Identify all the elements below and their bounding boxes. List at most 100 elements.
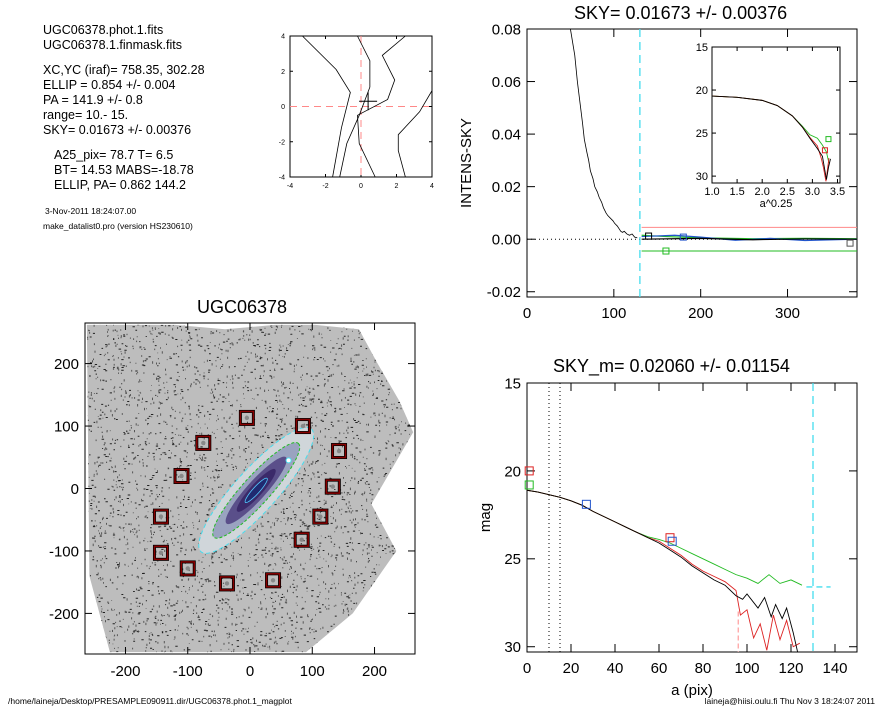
centering-xtick-label: 0 (359, 183, 363, 190)
mask-box-inner (180, 561, 195, 576)
mag-marker-box (667, 536, 677, 546)
mask-star (244, 415, 250, 421)
image-ytick-label: 0 (71, 481, 79, 498)
mag-xtick-label: 60 (651, 660, 668, 677)
mag-frame (526, 382, 858, 653)
centering-contour (397, 90, 433, 178)
centering-ytick-label: -2 (279, 139, 285, 146)
sky-ytick-label: 0.08 (492, 21, 521, 38)
sky-xtick-label: 200 (688, 305, 713, 322)
sky-inset-ytick-label: 15 (696, 42, 708, 54)
sky-inset-xtick-label: 2.5 (780, 186, 795, 198)
mask-star (201, 440, 206, 446)
mag-xtick-label: 20 (563, 660, 580, 677)
sky-outer-line (641, 234, 858, 242)
info-ellip-pa: ELLIP, PA= 0.862 144.2 (54, 178, 186, 192)
info-pa: PA = 141.9 +/- 0.8 (43, 93, 143, 107)
mag-xtick-label: 40 (607, 660, 624, 677)
centering-xtick-label: -4 (287, 183, 293, 190)
info-ellip: ELLIP = 0.854 +/- 0.004 (43, 78, 176, 92)
mag-profile-line (526, 489, 801, 651)
info-sky: SKY= 0.01673 +/- 0.00376 (43, 123, 192, 137)
mask-star (336, 448, 342, 454)
info-bt: BT= 14.53 MABS=-18.78 (54, 163, 194, 177)
mag-marker-box (524, 480, 534, 490)
mag-ylabel: mag (477, 503, 494, 532)
sky-ylabel: INTENS-SKY (458, 118, 475, 208)
mask-box-inner (331, 443, 347, 459)
sky-inset-xlabel: a^0.25 (760, 198, 793, 210)
sky-ytick-label: 0.06 (492, 74, 521, 91)
image-xtick-label: -100 (173, 663, 203, 680)
sky-marker-box (662, 247, 670, 255)
sky-outer-line (641, 237, 858, 241)
sky-xtick-label: 0 (523, 305, 531, 322)
image-xtick-label: 100 (300, 663, 325, 680)
info-range: range= 10.- 15. (43, 108, 129, 122)
sky-profile-line (570, 28, 638, 239)
mag-xtick-label: 80 (695, 660, 712, 677)
mag-xtick-label: 120 (778, 660, 803, 677)
mask-star (224, 581, 230, 586)
mask-star (270, 578, 276, 583)
sky-inset-xtick-label: 3.5 (830, 186, 845, 198)
mask-box-inner (196, 435, 211, 451)
mag-marker-box (581, 499, 591, 509)
centering-ytick-label: 4 (281, 34, 285, 41)
mask-star (185, 566, 190, 571)
mag-ytick-label: 20 (504, 463, 521, 480)
mag-profile-line (526, 489, 799, 653)
file-name-mask: UGC06378.1.finmask.fits (43, 38, 182, 52)
mag-ytick-label: 30 (504, 639, 521, 656)
sky-inset-xtick-label: 1.5 (729, 186, 744, 198)
info-center: XC,YC (iraf)= 758.35, 302.28 (43, 63, 205, 77)
sky-inset-xtick-label: 2.0 (755, 186, 770, 198)
sky-inset-ytick-label: 20 (696, 85, 708, 97)
mask-box-inner (295, 418, 311, 434)
sky-inset-xtick-label: 1.0 (704, 186, 719, 198)
centering-ytick-label: 0 (281, 104, 285, 111)
sky-inset-ytick-label: 25 (696, 128, 708, 140)
mask-star (318, 514, 323, 519)
sky-ytick-label: 0.02 (492, 179, 521, 196)
info-date: 3-Nov-2011 18:24:07.00 (45, 206, 137, 216)
mag-ytick-label: 25 (504, 551, 521, 568)
footer-user-date: laineja@hiisi.oulu.fi Thu Nov 3 18:24:07… (704, 696, 875, 706)
image-ytick-label: 200 (54, 356, 79, 373)
sky-ytick-label: -0.02 (487, 284, 521, 301)
file-name-phot: UGC06378.phot.1.fits (43, 23, 164, 37)
sky-xtick-label: 100 (601, 305, 626, 322)
image-xtick-label: -200 (110, 663, 140, 680)
mask-box-inner (174, 468, 189, 484)
mag-ytick-label: 15 (504, 375, 521, 392)
galaxy-isophotes (198, 426, 315, 554)
mag-xtick-label: 140 (822, 660, 847, 677)
mask-star (158, 550, 164, 556)
mag-xlabel: a (pix) (671, 682, 713, 699)
mag-plot-title: SKY_m= 0.02060 +/- 0.01154 (553, 356, 790, 376)
sky-xtick-label: 300 (775, 305, 800, 322)
mag-marker-box (524, 466, 534, 476)
image-plot-title: UGC06378 (197, 297, 288, 317)
sky-inset-xtick-label: 3.0 (805, 186, 820, 198)
mask-star (300, 423, 306, 429)
sky-inset-ytick-label: 30 (696, 171, 708, 183)
sky-frame (526, 28, 858, 298)
mask-box-inner (294, 532, 309, 547)
sky-marker-box (645, 232, 653, 240)
sky-inset-bg (712, 47, 840, 183)
mask-box-inner (265, 573, 281, 588)
mask-box-inner (153, 509, 169, 524)
mask-box-inner (153, 545, 169, 561)
mask-box-inner (219, 576, 235, 591)
mask-box-inner (325, 479, 341, 494)
mask-star (330, 484, 336, 489)
sky-inset-marker (825, 136, 832, 143)
galaxy-star-marker (285, 457, 292, 464)
centering-ytick-label: 2 (281, 69, 285, 76)
sky-marker-box (846, 239, 854, 247)
mask-star (299, 537, 304, 542)
